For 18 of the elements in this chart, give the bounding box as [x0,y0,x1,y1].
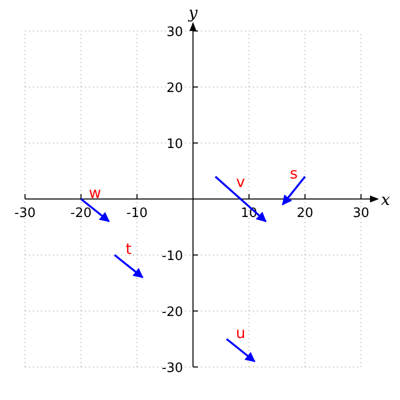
series-label: u [236,324,246,342]
x-axis-title: x [381,190,390,209]
y-tick-label: -20 [162,305,183,320]
x-tick-label: -30 [14,206,36,221]
series-label: s [290,164,298,183]
y-axis-title: y [187,3,198,22]
y-tick-label: -30 [162,361,183,376]
series-label: v [236,173,246,191]
series-label: t [126,240,132,258]
series-label: w [88,184,102,202]
x-tick-label: 20 [296,206,314,221]
y-tick-label: 10 [166,137,183,152]
x-tick-label: 30 [352,206,370,221]
y-tick-label: -10 [162,249,183,264]
y-tick-label: 20 [166,81,183,96]
y-tick-label: 30 [166,25,183,40]
x-tick-label: -20 [70,206,92,221]
x-tick-label: -10 [126,206,148,221]
